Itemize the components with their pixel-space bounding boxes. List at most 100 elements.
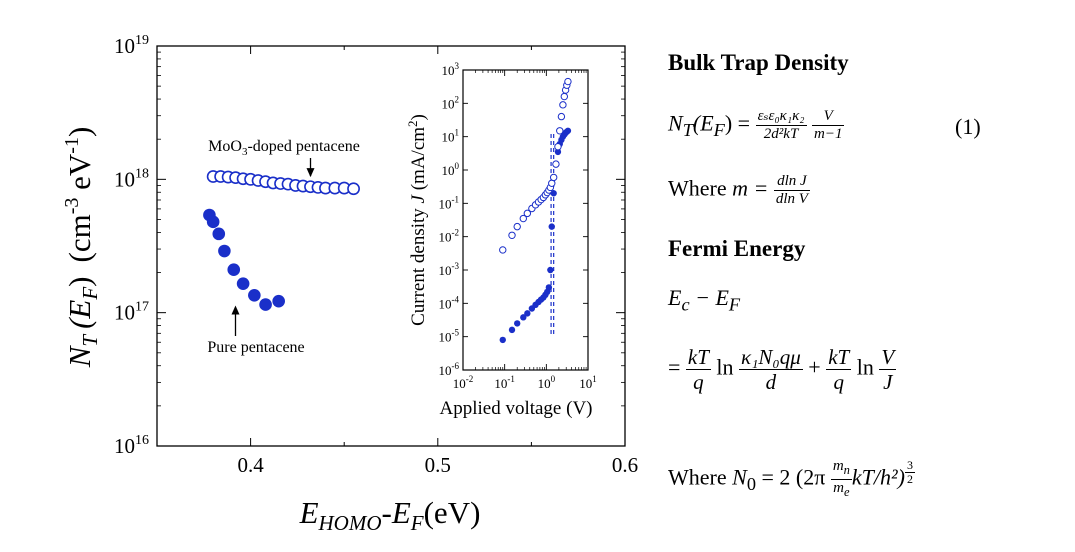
- inset-doped-point: [549, 173, 558, 182]
- inset-pure-point: [499, 336, 506, 344]
- main-chart: 0.4 0.5 0.6 1016 1017 1018 1019 MoO3-doped pen…: [61, 33, 638, 535]
- eq1-frac-1: εₛε₀κ₁κ₂ 2d²kT: [755, 108, 807, 143]
- eq1-lhs: N: [668, 110, 683, 136]
- main-y-tick-label: 1018: [114, 166, 149, 191]
- inset-x-axis-label: Applied voltage (V): [439, 398, 592, 419]
- inset-y-tick-label: 10-3: [439, 261, 460, 278]
- inset-pure-point: [524, 310, 531, 317]
- e2-f2-num: κ₁N₀qμ: [739, 345, 803, 370]
- e2-l1-sub: c: [681, 294, 690, 315]
- inset-doped-point: [508, 231, 516, 239]
- eq1-lhs-arg-sub: F: [713, 119, 725, 140]
- equation-1-number: (1): [955, 114, 981, 139]
- e2-l1-mid: − E: [689, 285, 729, 310]
- main-y-tick-label: 1016: [114, 433, 149, 458]
- inset-x-tick-label: 101: [579, 374, 597, 391]
- inset-y-tick-label: 10-5: [439, 328, 460, 345]
- inset-y-tick-label: 100: [442, 161, 460, 178]
- e2-l1: E: [668, 285, 682, 310]
- inset-pure-point: [548, 223, 555, 230]
- eq1-num2: V: [812, 108, 845, 126]
- inset-y-tick-label: 102: [442, 94, 460, 111]
- w1-den: dln V: [775, 191, 808, 207]
- main-y-tick-label: 1017: [114, 300, 149, 325]
- w1-var: m =: [732, 175, 769, 201]
- inset-doped-point: [559, 101, 567, 109]
- pure-pentacene-point: [236, 277, 250, 290]
- main-x-tick-label: 0.6: [612, 453, 638, 477]
- eq1-den: 2d²kT: [763, 126, 799, 142]
- w2-fnum: m: [832, 458, 844, 474]
- w2-var-sub: 0: [746, 473, 756, 494]
- inset-pure-point: [554, 148, 562, 156]
- e2-frac-1: kT q: [685, 345, 711, 394]
- pure-pentacene-point: [212, 227, 226, 241]
- inset-ylabel-var: J: [408, 193, 429, 203]
- main-plot-frame: [156, 45, 626, 447]
- inset-doped-point: [554, 143, 562, 151]
- pure-pentacene-point: [248, 288, 261, 302]
- inset-doped-point: [513, 222, 521, 231]
- main-y-tick-label: 1019: [114, 33, 149, 58]
- e2-f2-den: d: [765, 370, 777, 394]
- inset-data-marks: [499, 77, 572, 344]
- e2-f3-den: q: [833, 370, 844, 394]
- xlabel-mid: -E: [382, 495, 411, 530]
- e2-f3-num: kT: [826, 345, 852, 370]
- main-x-tick-label: 0.4: [237, 453, 264, 477]
- ylabel-sub: T: [78, 334, 102, 347]
- inset-x-tick-label: 100: [538, 374, 556, 391]
- ylabel-unit3: ): [62, 127, 97, 137]
- inset-y-tick-label: 10-2: [439, 228, 460, 245]
- w2-exp-den: 2: [906, 471, 913, 486]
- w2-eq: = 2 (2π: [755, 464, 826, 490]
- pure-pentacene-point: [218, 244, 231, 258]
- where-n0-definition: Where N0 = 2 (2π mn me kT/h²) 3 2: [668, 458, 915, 501]
- xlabel-main: E: [299, 495, 319, 530]
- inset-tick-labels: 10-6 10-5 10-4 10-3 10-2 10-1 100 101 102 103 10-2…: [439, 61, 597, 391]
- w2-tail: kT/h²): [851, 464, 905, 490]
- inset-y-tick-label: 101: [442, 128, 460, 145]
- e2-ln: ln: [716, 354, 734, 380]
- main-annotations: MoO3-doped pentacene Pure pentacene: [207, 138, 359, 356]
- xlabel-sub1: HOMO: [318, 511, 382, 535]
- w2-pre: Where: [668, 464, 727, 490]
- ylabel-sub2: F: [78, 287, 102, 301]
- inset-y-tick-label: 10-4: [439, 294, 460, 311]
- inset-doped-point: [552, 160, 560, 168]
- eq1-lhs-sub: T: [682, 119, 693, 140]
- inset-x-tick-label: 10-2: [453, 374, 474, 391]
- e2-f4-num: V: [879, 345, 897, 370]
- w2-fden-sub: e: [844, 485, 850, 499]
- pure-annotation-label: Pure pentacene: [207, 339, 304, 356]
- e2-f1-num: kT: [685, 345, 711, 370]
- ylabel-main: N: [62, 344, 97, 368]
- main-x-axis-label: EHOMO-EF(eV): [299, 495, 481, 535]
- inset-ylabel-exp: 2: [405, 120, 420, 127]
- inset-ylabel-close: ): [408, 114, 429, 120]
- moo3-annotation-label: MoO3-doped pentacene: [208, 138, 360, 158]
- pure-pentacene-point: [259, 298, 272, 311]
- inset-x-tick-label: 10-1: [494, 374, 514, 391]
- fermi-energy-lhs: Ec − EF: [668, 285, 740, 315]
- w1-num: dln J: [773, 173, 810, 191]
- main-tick-labels: 0.4 0.5 0.6 1016 1017 1018 1019: [114, 33, 638, 477]
- inset-doped-point: [499, 246, 507, 254]
- moo3-arrow-head: [306, 168, 315, 178]
- e2-ln2: ln: [856, 354, 874, 380]
- moo3-doped-point: [347, 182, 360, 196]
- inset-chart: 10-6 10-5 10-4 10-3 10-2 10-1 100 101 102 103 10-2…: [405, 61, 597, 419]
- xlabel-sub2: F: [410, 511, 424, 535]
- inset-y-tick-label: 10-1: [439, 194, 460, 211]
- ylabel-paren: (E: [62, 300, 97, 329]
- inset-doped-point: [519, 214, 527, 223]
- inset-pure-point: [564, 127, 572, 134]
- inset-y-axis-label: Current density J (mA/cm2): [405, 114, 429, 326]
- main-x-tick-label: 0.5: [425, 453, 451, 477]
